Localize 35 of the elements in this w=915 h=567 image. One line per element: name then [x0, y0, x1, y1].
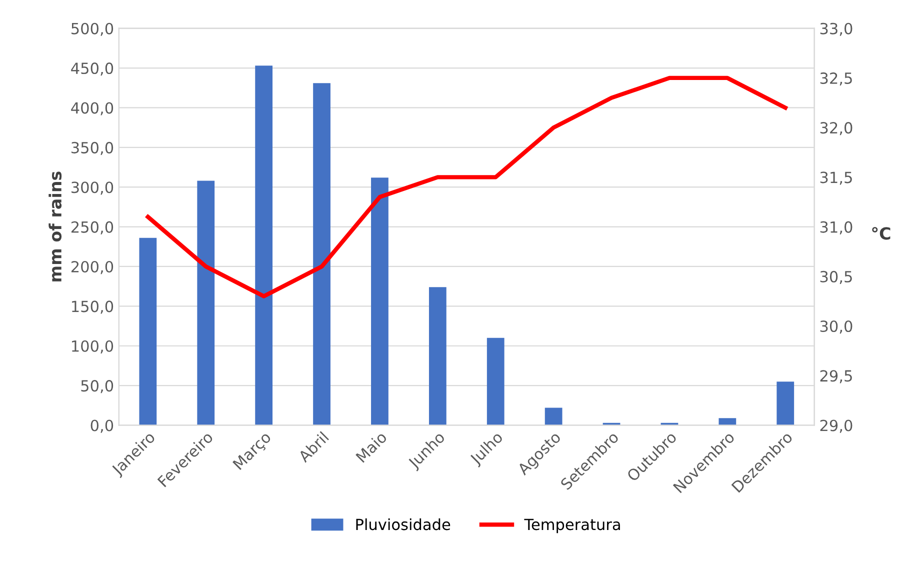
y-tick-label: 50,0 [81, 380, 114, 394]
y-tick-label: 500,0 [72, 22, 114, 36]
bar [718, 418, 736, 426]
y2-tick-label: 30,5 [820, 270, 852, 284]
y2-tick-label: 32,0 [820, 122, 852, 136]
legend-label: Temperatura [524, 518, 620, 534]
y2-tick-label: 31,5 [820, 172, 852, 185]
y2-tick-label: 32,5 [820, 72, 852, 86]
y-tick-label: 150,0 [72, 300, 114, 314]
y2-axis-title: °C [872, 226, 890, 240]
y-tick-label: 300,0 [72, 182, 114, 195]
bar [197, 180, 215, 426]
y-axis-title: mm of rains [48, 172, 62, 282]
y2-tick-label: 29,0 [820, 420, 852, 433]
bar [486, 338, 504, 426]
bar [776, 382, 794, 426]
y2-tick-label: 31,0 [820, 221, 852, 234]
y-tick-label: 200,0 [71, 260, 114, 274]
bar [255, 66, 273, 426]
bar [139, 238, 157, 426]
y-tick-label: 100,0 [72, 340, 114, 354]
y-tick-label: 450,0 [71, 62, 114, 76]
y-tick-label: 400,0 [71, 102, 114, 116]
y-tick-label: 250,0 [71, 221, 114, 234]
y2-tick-label: 33,0 [820, 22, 852, 36]
bar [313, 83, 330, 426]
line-series [146, 76, 788, 298]
bar [428, 287, 446, 426]
y2-tick-label: 30,0 [820, 320, 852, 334]
legend-label: Pluviosidade [356, 518, 450, 530]
y-tick-label: 350,0 [72, 142, 114, 155]
y-tick-label: 0,0 [90, 420, 114, 433]
y2-tick-label: 29,5 [820, 370, 852, 384]
bar [544, 408, 562, 426]
bar [371, 178, 388, 426]
